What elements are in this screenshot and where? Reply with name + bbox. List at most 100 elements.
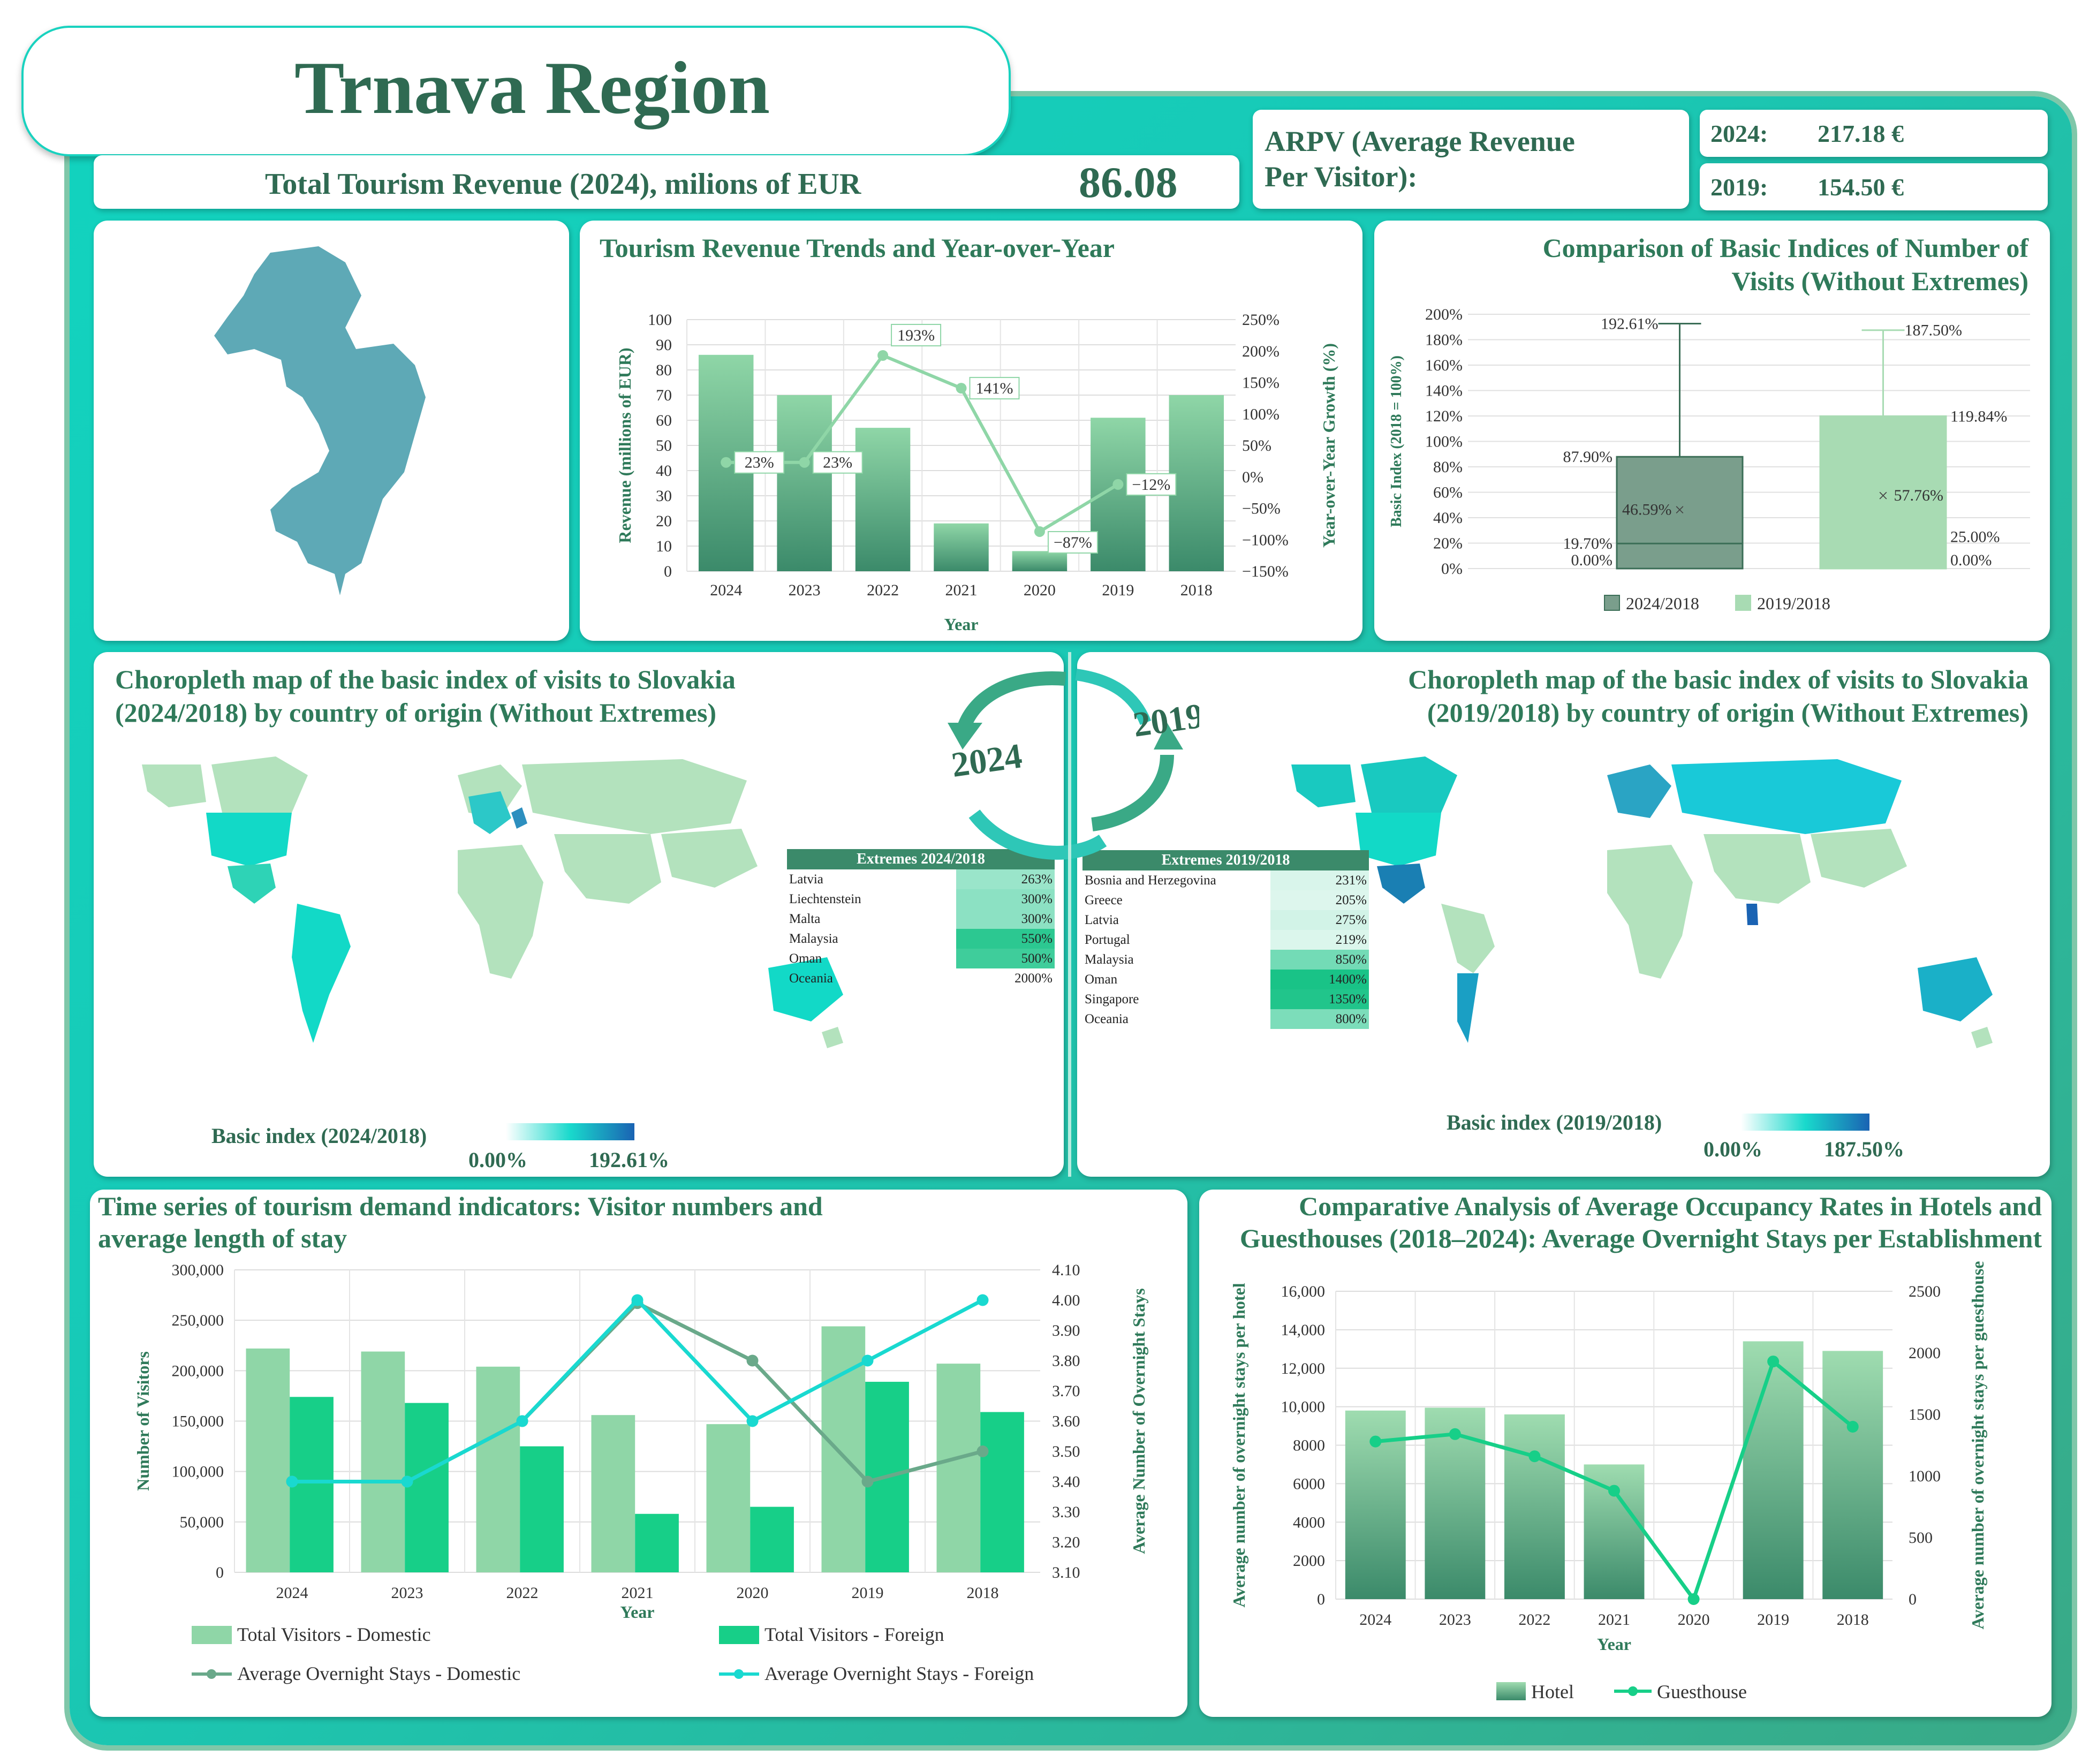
growth-label-box — [734, 451, 785, 474]
y2-tick-label: 3.30 — [1052, 1503, 1080, 1521]
y-tick-label: 0% — [1441, 560, 1463, 578]
occupancy-chart: 0 2000 4000 6000 8000 10,000 12,000 14,000 16,00… — [1229, 1261, 1987, 1702]
overnight-point — [631, 1294, 644, 1306]
y2-tick-label: 3.80 — [1052, 1352, 1080, 1370]
revenue-bar — [934, 523, 989, 571]
legend-label: 2024/2018 — [1626, 594, 1699, 613]
y2-tick-label: 3.60 — [1052, 1413, 1080, 1430]
x-tick-label: 2021 — [622, 1584, 654, 1602]
y-axis-label: Basic Index (2018 = 100%) — [1388, 355, 1405, 527]
y-tick-label: 40 — [656, 462, 672, 480]
overnight-point — [286, 1475, 298, 1488]
y-tick-label: 140% — [1425, 382, 1463, 400]
extremes-row: Oman 1400% — [1082, 970, 1369, 989]
y-tick-label: 20 — [656, 512, 672, 530]
arpv-2019-year: 2019: — [1710, 173, 1768, 201]
y-tick-label: 300,000 — [172, 1261, 224, 1279]
extremes-row: Singapore 1350% — [1082, 989, 1369, 1009]
legend-2019-label: Basic index (2019/2018) — [1447, 1110, 1662, 1134]
overnight-point — [976, 1294, 989, 1306]
extremes-country: Bosnia and Herzegovina — [1085, 873, 1216, 888]
box — [1819, 415, 1947, 570]
y-tick-label: 250,000 — [172, 1312, 224, 1329]
choropleth-2024-title-line1: Choropleth map of the basic index of vis… — [115, 664, 736, 694]
box-mean-marker: × — [1675, 500, 1685, 520]
extremes-row: Oman 500% — [787, 949, 1055, 968]
revenue-trend-chart: 0 10 20 30 40 50 60 70 80 90 100 −150% −100% −50% 0% 50… — [615, 311, 1338, 634]
y-tick-label: 0 — [216, 1564, 224, 1581]
x-tick-label: 2022 — [506, 1584, 539, 1602]
growth-label: 141% — [976, 380, 1013, 397]
hotel-bar — [1584, 1464, 1645, 1599]
legend-label: Average Overnight Stays - Domestic — [237, 1663, 520, 1684]
x-tick-label: 2024 — [1359, 1611, 1391, 1629]
extremes-value: 2000% — [1015, 971, 1053, 986]
x-axis-label: Year — [944, 615, 979, 634]
visitors-bar — [936, 1364, 981, 1572]
revenue-trend-panel: Tourism Revenue Trends and Year-over-Yea… — [580, 221, 1362, 641]
arpv-2024-year: 2024: — [1710, 120, 1768, 147]
legend-label: Total Visitors - Foreign — [764, 1624, 944, 1645]
y-tick-label: 2000 — [1293, 1552, 1325, 1570]
legend-2024-label: Basic index (2024/2018) — [211, 1124, 427, 1148]
legend-2019-max: 187.50% — [1824, 1137, 1904, 1161]
legend-swatch — [719, 1626, 759, 1644]
y-tick-label: 20% — [1433, 535, 1463, 552]
visitors-bar — [591, 1415, 635, 1572]
x-tick-label: 2023 — [1439, 1611, 1471, 1629]
cycle-year-right: 2019 — [1131, 696, 1199, 745]
revenue-value: 86.08 — [1079, 158, 1178, 207]
y2-tick-label: 2000 — [1909, 1344, 1941, 1362]
boxplot-chart: 0% 20% 40% 60% 80% 100% 120% 140% 160% 180% 200% Ba… — [1388, 306, 2030, 613]
legend-marker — [1628, 1686, 1638, 1696]
region-shape — [214, 246, 426, 595]
guesthouse-point — [1608, 1485, 1620, 1497]
extremes-value: 219% — [1270, 930, 1369, 950]
revenue-trend-title: Tourism Revenue Trends and Year-over-Yea… — [600, 233, 1115, 263]
visitors-bar — [361, 1351, 405, 1572]
box-min-label: 0.00% — [1571, 551, 1613, 569]
choropleth-2024-panel: Choropleth map of the basic index of vis… — [94, 652, 1064, 1177]
overnight-point — [401, 1475, 413, 1488]
box-min-label: 0.00% — [1950, 551, 1992, 569]
growth-line — [726, 353, 1119, 534]
extremes-country: Malaysia — [1085, 952, 1134, 967]
visitors-panel: Time series of tourism demand indicators… — [90, 1190, 1187, 1717]
extremes-value: 1350% — [1270, 989, 1369, 1009]
legend-2024-max: 192.61% — [589, 1148, 669, 1172]
growth-label: 23% — [745, 454, 774, 472]
y-tick-label: 6000 — [1293, 1475, 1325, 1493]
arpv-card: ARPV (Average Revenue Per Visitor): — [1253, 110, 1689, 209]
arpv-2019-value: 154.50 € — [1818, 173, 1904, 201]
guesthouse-point — [1369, 1435, 1382, 1448]
visitors-bar — [476, 1366, 520, 1572]
y-tick-label: 150,000 — [172, 1413, 224, 1430]
arrow-right-head — [1154, 723, 1183, 749]
arpv-label-line2: Per Visitor): — [1265, 161, 1418, 193]
y-tick-label: 40% — [1433, 509, 1463, 527]
y2-tick-label: 3.50 — [1052, 1443, 1080, 1460]
box-max-label: 187.50% — [1905, 322, 1963, 339]
box-q1-label: 19.70% — [1563, 535, 1613, 552]
extremes-row: Malta 300% — [787, 909, 1055, 929]
growth-label: 23% — [823, 454, 852, 472]
extremes-row: Greece 205% — [1082, 890, 1369, 910]
y2-axis-label: Year-over-Year Growth (%) — [1319, 343, 1338, 548]
legend-marker — [207, 1669, 216, 1679]
y2-axis-label: Average Number of Overnight Stays — [1129, 1288, 1148, 1554]
y2-tick-label: 4.00 — [1052, 1292, 1080, 1309]
extremes-row: Malaysia 550% — [787, 929, 1055, 949]
y2-tick-label: −100% — [1242, 531, 1289, 549]
boxplot-panel: Comparison of Basic Indices of Number of… — [1374, 221, 2050, 641]
growth-point — [799, 457, 810, 468]
growth-label: 193% — [897, 327, 935, 344]
y-tick-label: 10 — [656, 537, 672, 555]
extremes-country: Latvia — [789, 872, 823, 887]
box-q1-label: 25.00% — [1950, 528, 2000, 546]
x-tick-label: 2024 — [276, 1584, 308, 1602]
growth-label-box — [891, 323, 942, 346]
y-tick-label: 12,000 — [1281, 1360, 1326, 1377]
x-tick-label: 2021 — [1598, 1611, 1630, 1629]
overnight-point — [976, 1445, 989, 1457]
extremes-country: Malaysia — [789, 932, 838, 946]
